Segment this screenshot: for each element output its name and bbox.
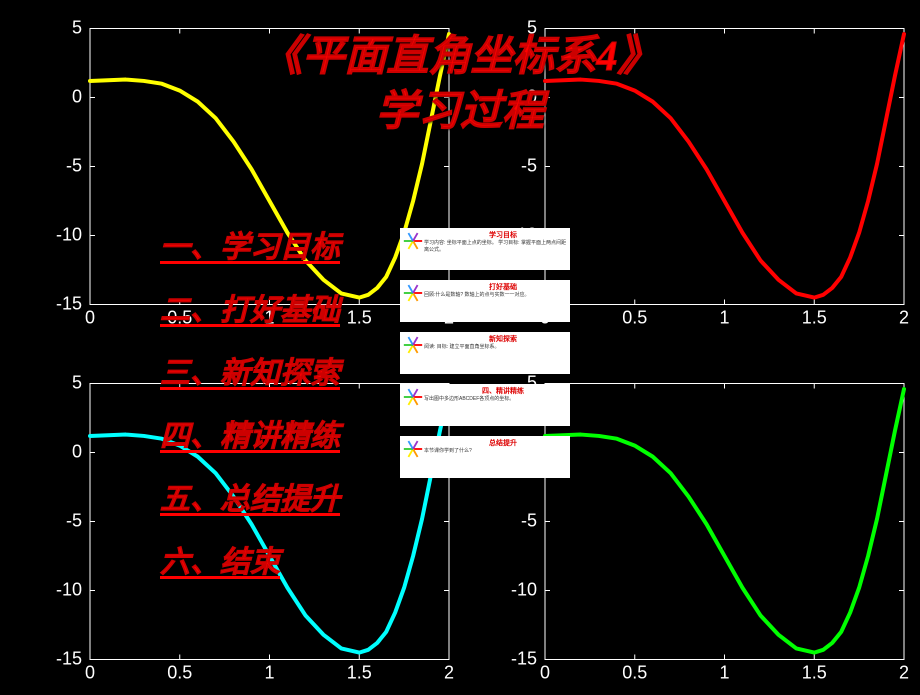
thumbnail-slide-4[interactable]: 四、精讲精练写出图中多边形ABCDEF各顶点的坐标。 xyxy=(400,384,570,426)
svg-text:-5: -5 xyxy=(521,155,537,175)
burst-icon xyxy=(402,230,424,252)
svg-text:0: 0 xyxy=(540,662,550,682)
plot-bottom-left: -15 -10 -5 0 5 0 0.5 1 1.5 2 xyxy=(40,375,455,690)
thumbnail-column: 学习目标学习内容: 坐标平面上点的坐标。 学习目标: 掌握平面上两点间距离公式。… xyxy=(400,228,570,488)
svg-text:2: 2 xyxy=(444,662,454,682)
svg-text:-15: -15 xyxy=(56,293,82,313)
svg-text:-5: -5 xyxy=(521,510,537,530)
thumbnail-body: 学习内容: 坐标平面上点的坐标。 学习目标: 掌握平面上两点间距离公式。 xyxy=(424,240,566,254)
svg-text:-10: -10 xyxy=(56,224,82,244)
svg-text:5: 5 xyxy=(72,372,82,392)
thumbnail-slide-1[interactable]: 学习目标学习内容: 坐标平面上点的坐标。 学习目标: 掌握平面上两点间距离公式。 xyxy=(400,228,570,270)
thumbnail-title: 打好基础 xyxy=(440,282,566,292)
thumbnail-slide-5[interactable]: 总结提升本节课你学到了什么? xyxy=(400,436,570,478)
svg-text:0.5: 0.5 xyxy=(167,662,192,682)
svg-text:0.5: 0.5 xyxy=(167,307,192,327)
burst-icon xyxy=(402,386,424,408)
thumbnail-body: 阅读: 目标: 建立平面直角坐标系。 xyxy=(424,344,566,351)
thumbnail-title: 学习目标 xyxy=(440,230,566,240)
svg-text:-15: -15 xyxy=(511,648,537,668)
svg-text:0: 0 xyxy=(85,307,95,327)
burst-icon xyxy=(402,438,424,460)
plot-top-left: -15-10-50500.511.52 xyxy=(40,20,455,335)
svg-text:1.5: 1.5 xyxy=(802,662,827,682)
svg-text:0: 0 xyxy=(72,86,82,106)
thumbnail-title: 新知探索 xyxy=(440,334,566,344)
svg-text:2: 2 xyxy=(899,307,909,327)
thumbnail-title: 总结提升 xyxy=(440,438,566,448)
svg-text:0: 0 xyxy=(72,441,82,461)
thumbnail-slide-2[interactable]: 打好基础回顾:什么是数轴? 数轴上的点与实数一一对应。 xyxy=(400,280,570,322)
svg-text:2: 2 xyxy=(899,662,909,682)
svg-text:5: 5 xyxy=(527,17,537,37)
burst-icon xyxy=(402,282,424,304)
svg-text:-10: -10 xyxy=(56,579,82,599)
svg-text:1.5: 1.5 xyxy=(347,662,372,682)
thumbnail-body: 本节课你学到了什么? xyxy=(424,448,566,455)
thumbnail-slide-3[interactable]: 新知探索阅读: 目标: 建立平面直角坐标系。 xyxy=(400,332,570,374)
svg-text:0: 0 xyxy=(527,86,537,106)
svg-text:0.5: 0.5 xyxy=(622,662,647,682)
svg-text:5: 5 xyxy=(72,17,82,37)
svg-text:-15: -15 xyxy=(56,648,82,668)
svg-text:1.5: 1.5 xyxy=(802,307,827,327)
svg-text:1: 1 xyxy=(719,662,729,682)
thumbnail-body: 写出图中多边形ABCDEF各顶点的坐标。 xyxy=(424,396,566,403)
thumbnail-body: 回顾:什么是数轴? 数轴上的点与实数一一对应。 xyxy=(424,292,566,299)
svg-text:-5: -5 xyxy=(66,510,82,530)
svg-text:-5: -5 xyxy=(66,155,82,175)
svg-text:1: 1 xyxy=(264,662,274,682)
svg-text:1.5: 1.5 xyxy=(347,307,372,327)
svg-text:1: 1 xyxy=(719,307,729,327)
svg-text:0: 0 xyxy=(85,662,95,682)
svg-text:1: 1 xyxy=(264,307,274,327)
svg-text:0.5: 0.5 xyxy=(622,307,647,327)
thumbnail-title: 四、精讲精练 xyxy=(440,386,566,396)
svg-text:-10: -10 xyxy=(511,579,537,599)
burst-icon xyxy=(402,334,424,356)
